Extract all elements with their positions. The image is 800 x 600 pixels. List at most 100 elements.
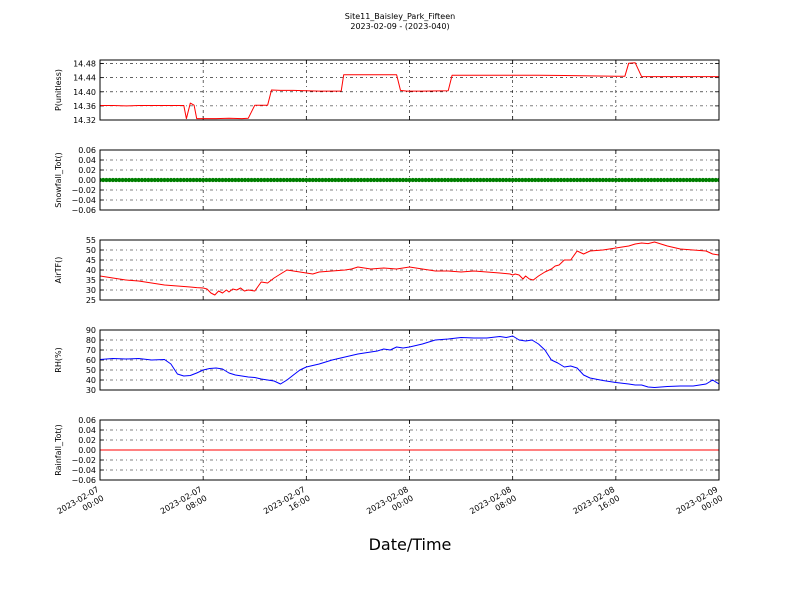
data-point	[500, 177, 506, 183]
y-axis-label: Snowfall_Tot()	[54, 152, 63, 208]
data-point	[281, 177, 286, 183]
data-point	[713, 177, 718, 183]
data-point	[384, 177, 390, 183]
data-point	[259, 177, 264, 183]
data-point	[558, 177, 564, 183]
data-point	[394, 177, 399, 183]
data-point	[462, 177, 467, 183]
data-point	[375, 177, 380, 183]
data-point	[600, 177, 606, 183]
data-point	[342, 177, 348, 183]
data-point	[523, 177, 528, 183]
y-tick-label: 0.02	[78, 436, 96, 445]
data-point	[642, 177, 647, 183]
data-point	[133, 177, 138, 183]
data-point	[181, 177, 186, 183]
y-tick-label: 40	[86, 266, 96, 275]
data-point	[294, 177, 299, 183]
data-point	[388, 177, 393, 183]
data-point	[213, 177, 219, 183]
axes-frame	[99, 149, 720, 211]
data-point	[536, 177, 541, 183]
data-point	[665, 177, 670, 183]
y-tick-label: 25	[86, 296, 96, 305]
data-point	[323, 177, 328, 183]
data-point	[607, 177, 612, 183]
data-point	[639, 177, 644, 183]
data-point	[271, 177, 277, 183]
data-point	[107, 177, 112, 183]
data-point	[359, 177, 364, 183]
data-point	[420, 177, 425, 183]
y-tick-label: 90	[86, 326, 96, 335]
data-point	[291, 177, 296, 183]
data-point	[101, 177, 106, 183]
data-point	[584, 177, 589, 183]
y-tick-label: 60	[86, 356, 96, 365]
data-point	[242, 177, 248, 183]
data-point	[155, 177, 161, 183]
data-point	[362, 177, 367, 183]
data-point	[413, 177, 419, 183]
data-point	[546, 177, 551, 183]
data-point	[716, 177, 719, 183]
series-2	[100, 177, 719, 183]
data-point	[246, 177, 251, 183]
data-point	[162, 177, 167, 183]
data-point	[497, 177, 502, 183]
data-point	[136, 177, 141, 183]
data-point	[326, 177, 332, 183]
data-point	[442, 177, 448, 183]
series-3	[100, 241, 719, 296]
data-point	[168, 177, 174, 183]
data-point	[433, 177, 438, 183]
data-point	[697, 177, 702, 183]
data-point	[307, 177, 312, 183]
y-tick-label: 30	[86, 386, 96, 395]
y-tick-label: 55	[86, 236, 96, 245]
data-point	[578, 177, 583, 183]
axes-frame	[99, 329, 720, 391]
data-point	[400, 177, 406, 183]
data-point	[458, 177, 464, 183]
data-point	[652, 177, 657, 183]
data-point	[201, 177, 206, 183]
chart-title-line1: Site11_Baisley_Park_Fifteen	[345, 12, 455, 21]
data-point	[330, 177, 335, 183]
series-line	[100, 62, 719, 120]
data-point	[304, 177, 309, 183]
data-point	[429, 177, 435, 183]
data-point	[581, 177, 586, 183]
data-point	[449, 177, 454, 183]
data-point	[184, 177, 190, 183]
data-point	[149, 177, 154, 183]
data-point	[236, 177, 241, 183]
data-point	[339, 177, 344, 183]
data-point	[301, 177, 306, 183]
data-point	[436, 177, 441, 183]
data-point	[504, 177, 509, 183]
data-point	[604, 177, 609, 183]
data-point	[678, 177, 683, 183]
y-tick-label: −0.04	[71, 466, 96, 475]
y-tick-label: −0.02	[71, 186, 96, 195]
data-point	[172, 177, 177, 183]
data-point	[636, 177, 641, 183]
data-point	[404, 177, 409, 183]
data-point	[165, 177, 170, 183]
data-point	[117, 177, 122, 183]
data-point	[668, 177, 673, 183]
y-tick-label: 35	[86, 276, 96, 285]
data-point	[549, 177, 554, 183]
y-tick-label: 40	[86, 376, 96, 385]
data-point	[620, 177, 625, 183]
y-tick-label: 0.00	[78, 446, 96, 455]
data-point	[594, 177, 599, 183]
data-point	[120, 177, 125, 183]
data-point	[355, 177, 361, 183]
data-point	[175, 177, 180, 183]
